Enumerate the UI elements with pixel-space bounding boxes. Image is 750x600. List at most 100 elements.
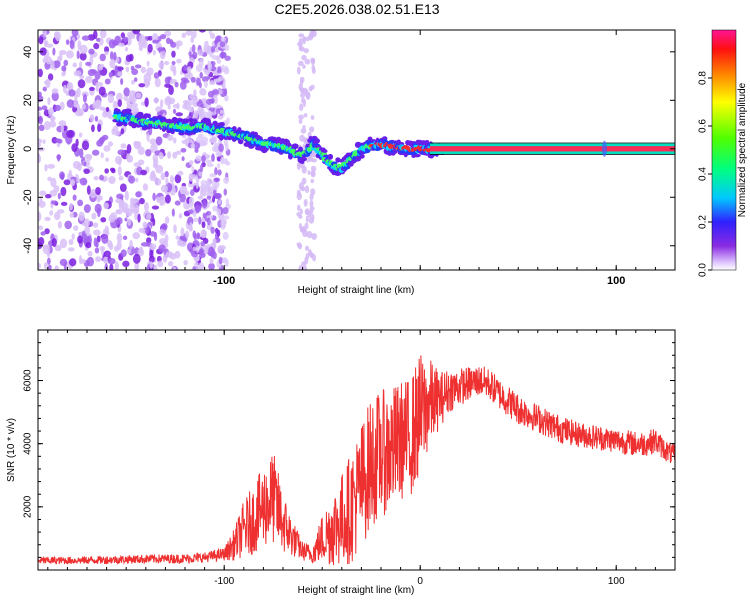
spectrogram-noise-blob (201, 136, 209, 145)
spectrogram-noise-blob (85, 61, 92, 66)
spectrogram-spike (601, 140, 607, 157)
spectrogram-noise-blob (195, 136, 203, 144)
spectrogram-noise-blob (196, 101, 204, 107)
spectrogram-noise-blob (201, 221, 206, 229)
spectrogram-noise-blob (207, 110, 212, 118)
spectrogram-streak-blob (301, 261, 307, 268)
spectrogram-noise-blob (146, 60, 150, 67)
spectrogram-streak-blob (296, 66, 301, 75)
spectrogram-noise-blob (195, 180, 199, 189)
spectrogram-streak-blob (300, 128, 307, 134)
spectrogram-noise-blob (69, 202, 73, 211)
spectrogram-noise-blob (39, 196, 43, 204)
spectrogram-streak-blob (296, 189, 301, 196)
spectrogram-noise-blob (79, 148, 84, 159)
spectrogram-noise-blob (71, 233, 75, 240)
spectrogram-noise-blob (47, 73, 54, 81)
spectrogram-noise-blob (201, 155, 206, 163)
spectrogram-noise-blob (108, 176, 116, 185)
snr-panel: -100 0 100 2000 4000 6000 Height of straight… (6, 329, 676, 596)
spectrogram-noise-blob (208, 98, 215, 104)
spectrogram-noise-blob (52, 47, 56, 56)
spectrogram-noise-blob (129, 197, 135, 204)
spectrogram-noise-blob (126, 97, 131, 107)
spectrogram-noise-blob (152, 49, 157, 56)
spectrogram-noise-blob (149, 231, 157, 237)
spectrogram-noise-blob (51, 91, 59, 102)
spectrogram-x-ticks: -100 100 (47, 30, 676, 287)
spectrogram-noise-blob (96, 99, 102, 108)
spectrogram-noise-blob (154, 77, 161, 88)
spectrogram-ridge-blob (387, 140, 394, 146)
spectrogram-noise-blob (214, 227, 219, 234)
spectrogram-streak-blob (310, 165, 317, 172)
spectrogram-noise-blob (120, 143, 127, 149)
spectrogram-noise-blob (38, 262, 42, 269)
spectrogram-noise-blob (127, 248, 132, 254)
spectrogram-noise-blob (91, 212, 97, 220)
spectrogram-noise-blob (200, 241, 206, 247)
spectrogram-x-tick-label: 100 (607, 275, 625, 287)
spectrogram-ridge-blob (327, 153, 334, 160)
spectrogram-noise-blob (51, 88, 59, 94)
spectrogram-noise-blob (216, 208, 222, 216)
spectrogram-frame (37, 29, 676, 271)
spectrogram-noise-blob (214, 96, 218, 105)
spectrogram-noise-blob (127, 218, 132, 226)
spectrogram-noise-blob (210, 250, 215, 259)
spectrogram-noise-blob (45, 56, 53, 65)
spectrogram-noise-blob (142, 221, 148, 229)
spectrogram-noise-blob (108, 242, 114, 251)
colorbar: 0.0 0.2 0.4 0.6 0.8 Normalized spectral ampl… (698, 29, 748, 277)
spectrogram-noise-blob (89, 221, 94, 227)
spectrogram-noise-blob (218, 143, 224, 152)
spectrogram-noise-blob (89, 188, 97, 199)
spectrogram-noise-blob (132, 30, 140, 35)
spectrogram-noise-blob (163, 61, 170, 66)
spectrogram-noise-blob (76, 50, 80, 60)
spectrogram-noise-blob (222, 207, 229, 215)
spectrogram-noise-blob (59, 238, 68, 249)
spectrogram-noise-blob (83, 161, 87, 167)
spectrogram-noise-blob (172, 67, 177, 77)
spectrogram-noise-blob (93, 229, 101, 236)
spectrogram-noise-blob (81, 140, 90, 151)
spectrogram-noise-blob (126, 143, 132, 154)
spectrogram-noise-blob (95, 186, 101, 196)
spectrogram-noise-blob (192, 96, 199, 104)
spectrogram-noise-blob (100, 152, 104, 159)
spectrogram-noise-blob (189, 159, 194, 166)
spectrogram-noise-blob (164, 216, 170, 224)
spectrogram-noise-blob (164, 170, 169, 178)
spectrogram-steady-band-inner (430, 146, 675, 152)
spectrogram-noise-blob (213, 142, 219, 148)
spectrogram-noise-blob (210, 46, 216, 53)
spectrogram-noise-blob (147, 43, 153, 53)
spectrogram-noise-blob (209, 71, 214, 78)
spectrogram-noise-blob (201, 230, 207, 238)
spectrogram-noise-blob (223, 121, 228, 129)
spectrogram-streak-blob (311, 30, 317, 38)
spectrogram-noise-blob (191, 174, 197, 180)
spectrogram-noise-blob (108, 71, 114, 78)
spectrogram-noise-blob (224, 44, 230, 52)
spectrogram-noise-blob (38, 236, 45, 246)
spectrogram-streak-blob (296, 204, 301, 212)
snr-x-label: Height of straight line (km) (298, 585, 415, 596)
spectrogram-ridge-blob (313, 139, 318, 145)
spectrogram-noise-blob (61, 71, 66, 77)
colorbar-tick-label: 0.6 (698, 119, 709, 133)
spectrogram-noise-blob (88, 48, 95, 55)
spectrogram-noise-blob (177, 170, 184, 176)
spectrogram-noise-blob (165, 251, 174, 258)
spectrogram-noise-blob (158, 244, 166, 253)
spectrogram-noise-blob (114, 65, 118, 75)
spectrogram-noise-blob (137, 213, 141, 223)
spectrogram-streak-blob (303, 88, 309, 97)
spectrogram-noise-blob (189, 248, 194, 253)
spectrogram-noise-blob (68, 238, 74, 246)
spectrogram-noise-blob (206, 201, 210, 208)
spectrogram-streak-blob (302, 64, 306, 69)
spectrogram-streak-blob (301, 54, 307, 61)
